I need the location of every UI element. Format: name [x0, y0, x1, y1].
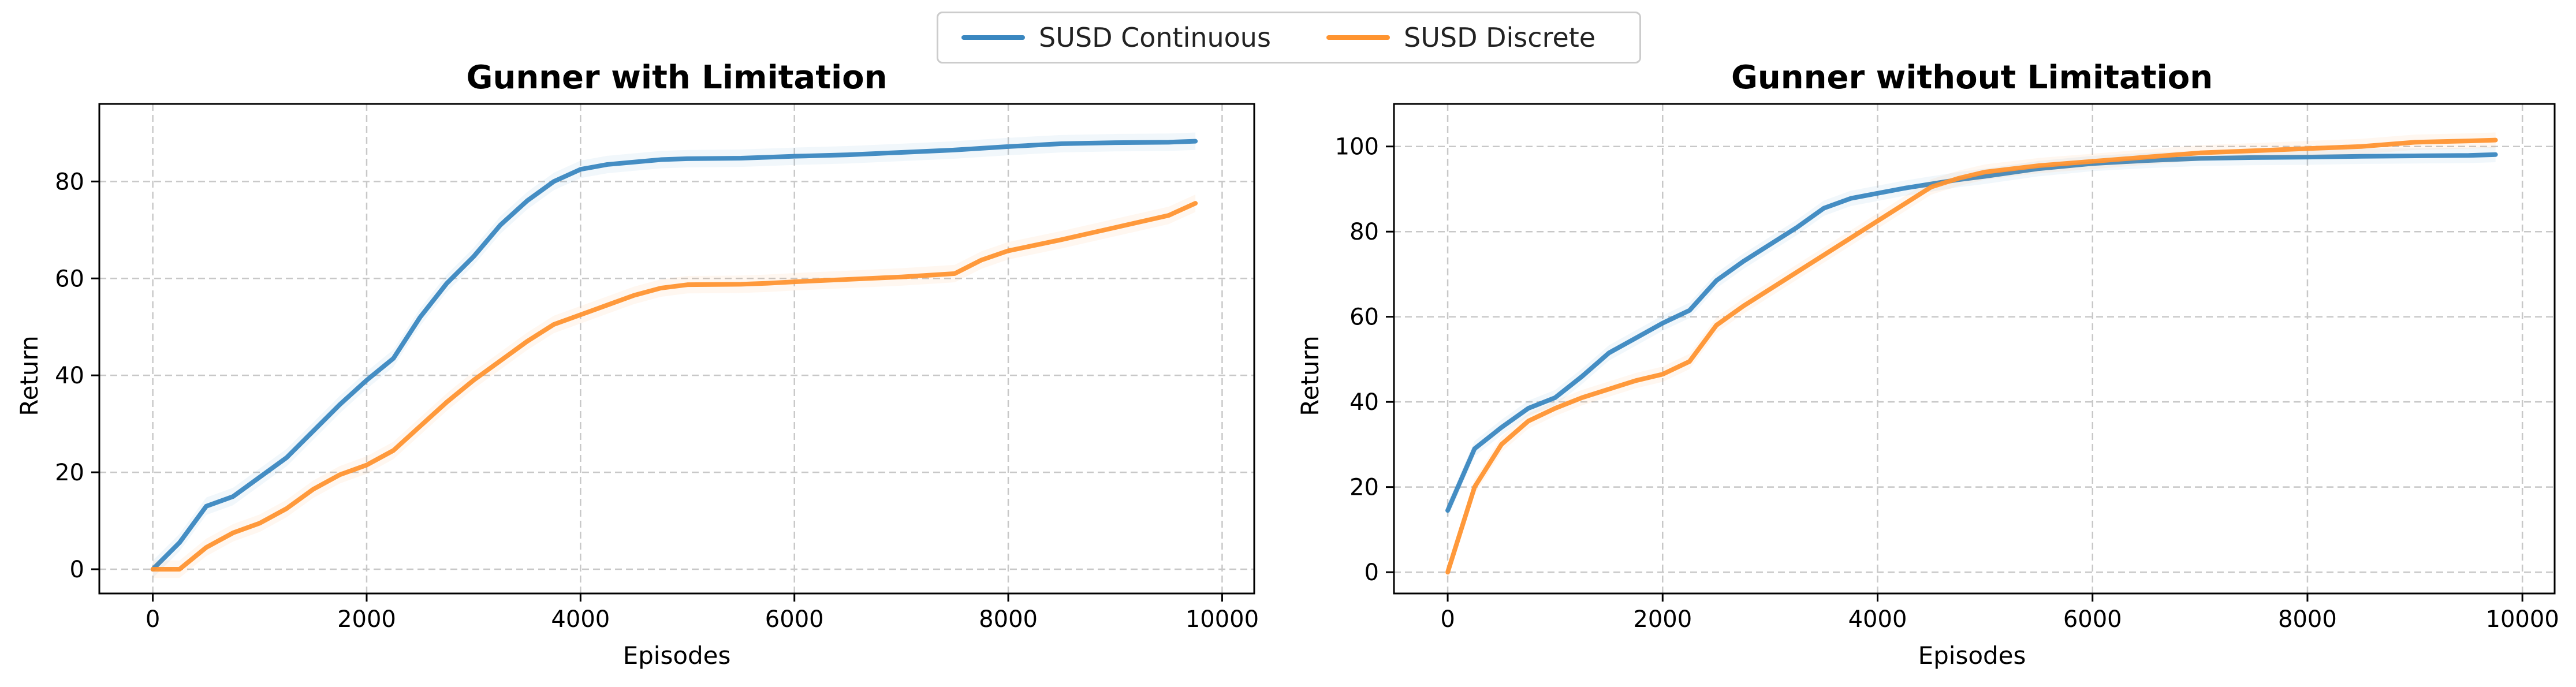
legend-item: SUSD Discrete	[1326, 13, 1595, 62]
x-tick-label: 0	[146, 606, 160, 633]
series-band-susd-continuous	[1448, 147, 2496, 518]
y-axis-label: Return	[1296, 335, 1324, 416]
x-tick-label: 10000	[1186, 606, 1259, 633]
series-line-susd-continuous	[1445, 152, 2498, 513]
chart-title: Gunner without Limitation	[1731, 59, 2213, 96]
legend-label: SUSD Continuous	[1039, 22, 1271, 53]
y-tick-label: 60	[55, 266, 84, 292]
x-axis-label: Episodes	[623, 641, 731, 670]
y-tick-label: 20	[1349, 475, 1379, 501]
legend: SUSD Continuous SUSD Discrete	[937, 12, 1641, 64]
x-tick-label: 6000	[2063, 606, 2122, 633]
x-tick-label: 8000	[2278, 606, 2337, 633]
y-axis-label: Return	[15, 335, 43, 416]
chart-panel-gunner-without-limitation: Gunner without Limitation Episodes Retur…	[1296, 59, 2559, 670]
y-tick-label: 0	[1365, 559, 1379, 586]
series-line-susd-continuous	[150, 139, 1198, 572]
y-tick-label: 40	[55, 363, 84, 389]
x-tick-label: 2000	[337, 606, 396, 633]
x-tick-label: 2000	[1633, 606, 1692, 633]
y-tick-label: 100	[1335, 134, 1379, 160]
plot-area: 0 2000 4000 6000 8000 10000 0 20 40 60 80 100	[1335, 103, 2559, 633]
y-tick-label: 80	[55, 169, 84, 195]
chart-title: Gunner with Limitation	[466, 59, 887, 96]
legend-label: SUSD Discrete	[1404, 22, 1596, 53]
x-tick-label: 10000	[2486, 606, 2559, 633]
x-tick-label: 4000	[551, 606, 610, 633]
plot-frame	[1393, 103, 2556, 595]
plot-frame	[98, 103, 1255, 595]
legend-swatch	[1326, 35, 1390, 40]
chart-panel-gunner-with-limitation: Gunner with Limitation Episodes Return 0…	[15, 59, 1259, 670]
y-tick-label: 20	[55, 460, 84, 486]
x-tick-label: 6000	[765, 606, 824, 633]
y-tick-label: 40	[1349, 389, 1379, 416]
series-line-susd-discrete	[150, 201, 1198, 572]
series-line-susd-discrete	[1445, 137, 2498, 575]
y-tick-label: 80	[1349, 219, 1379, 245]
legend-swatch	[961, 35, 1025, 40]
x-tick-label: 8000	[979, 606, 1038, 633]
plot-area: 0 2000 4000 6000 8000 10000 0 20 40 60 80	[55, 103, 1259, 633]
legend-item: SUSD Continuous	[961, 13, 1271, 62]
y-tick-label: 0	[70, 557, 84, 583]
x-tick-label: 4000	[1848, 606, 1907, 633]
x-axis-label: Episodes	[1918, 641, 2026, 670]
x-tick-label: 0	[1440, 606, 1455, 633]
y-tick-label: 60	[1349, 304, 1379, 331]
series-band-susd-discrete	[152, 195, 1196, 578]
series-band-susd-continuous	[152, 132, 1196, 578]
